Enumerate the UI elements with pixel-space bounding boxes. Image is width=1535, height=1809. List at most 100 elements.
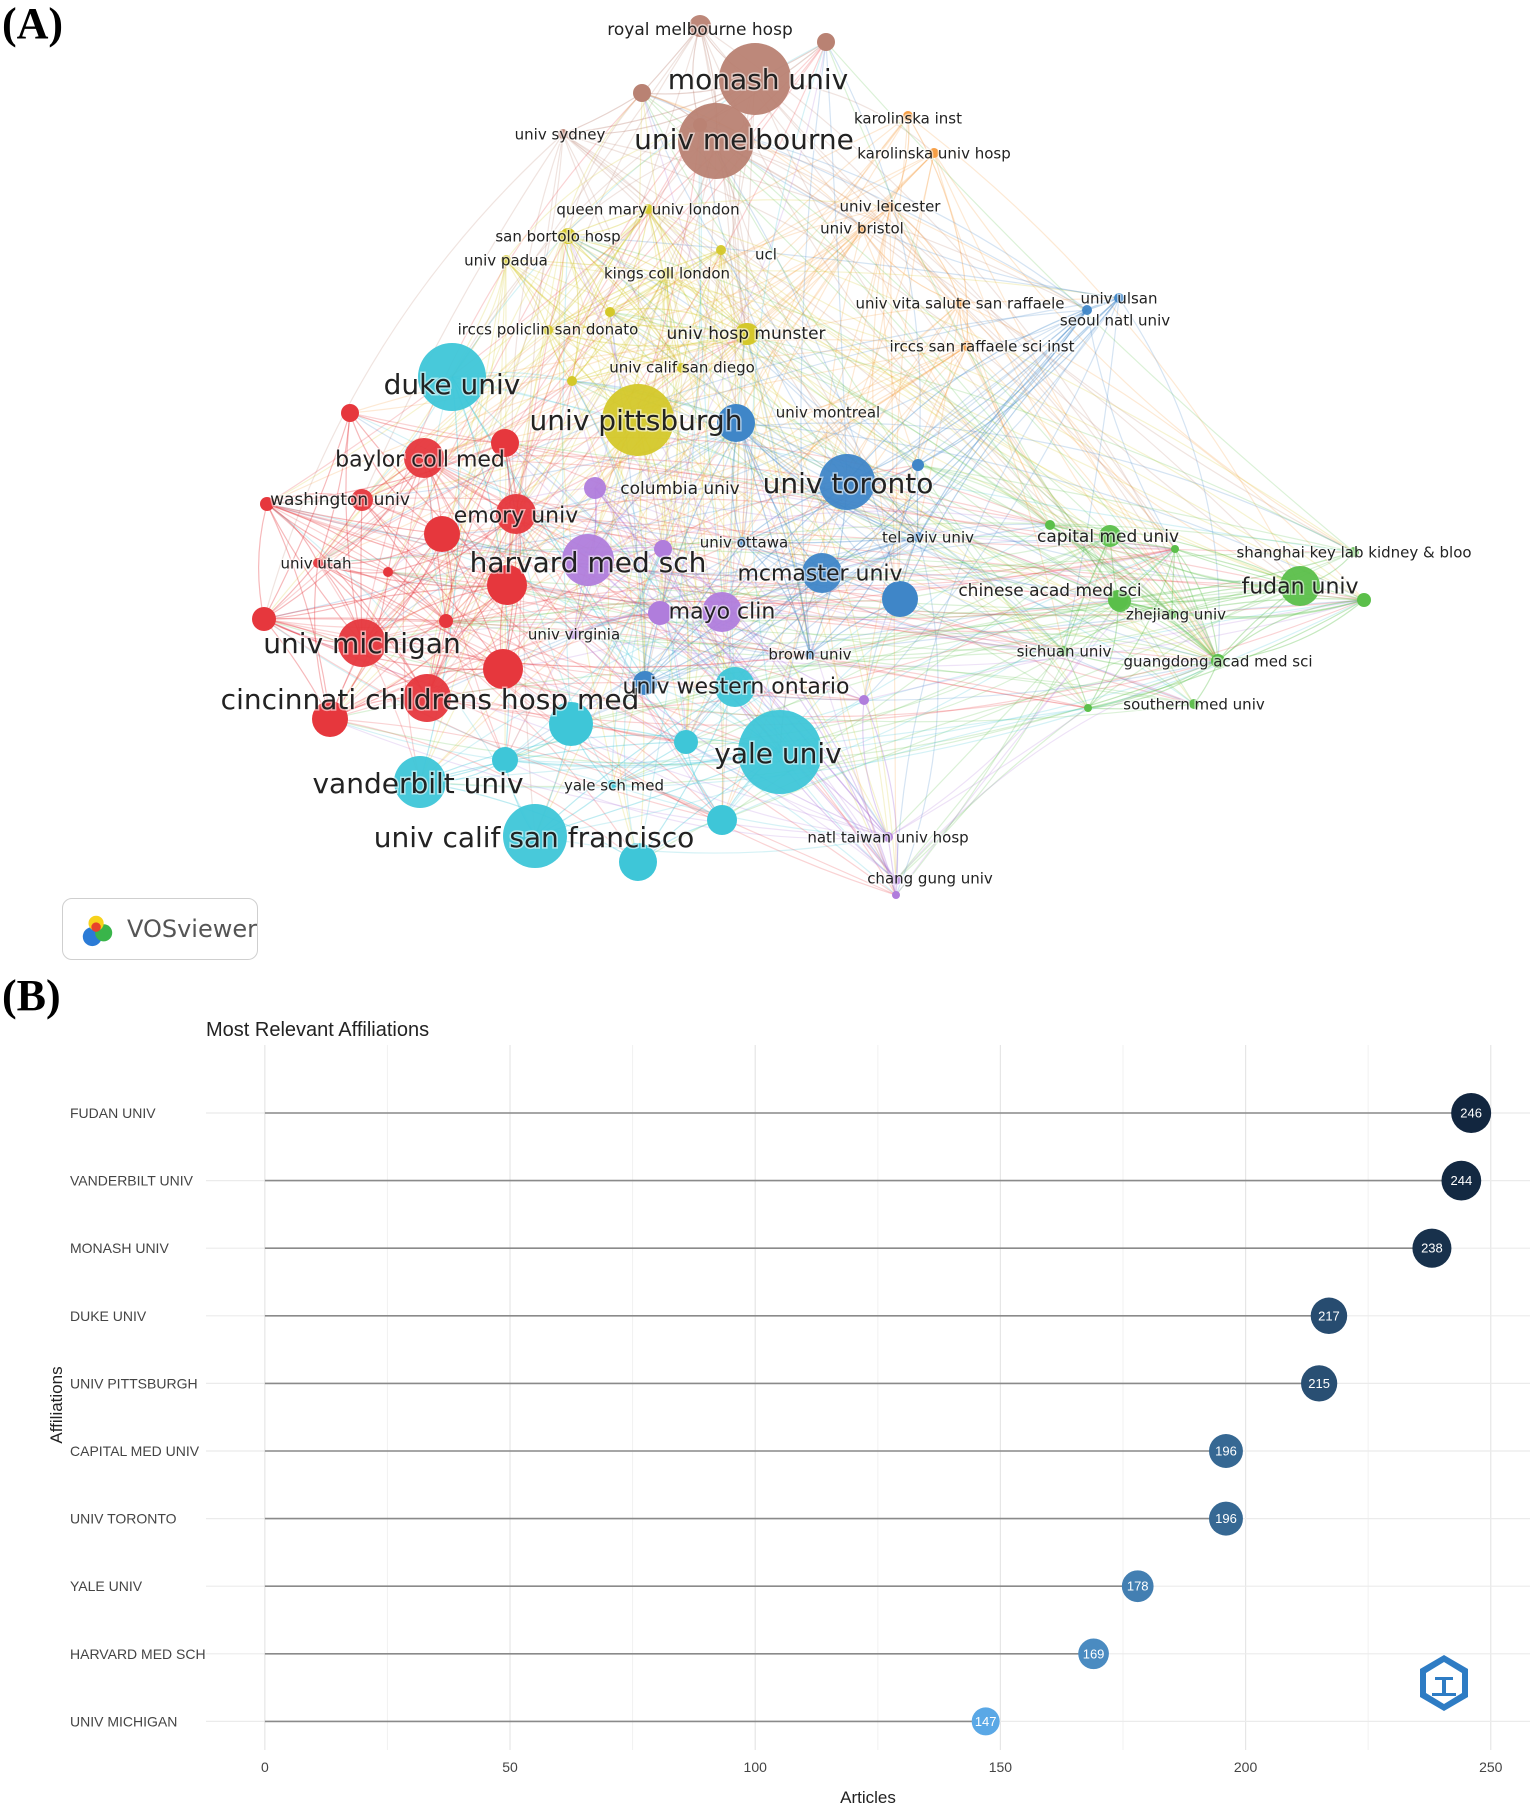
y-tick-label: MONASH UNIV	[70, 1240, 169, 1256]
network-label: queen mary univ london	[556, 200, 739, 218]
network-node-irccs-san-raffaele-sci-inst	[962, 341, 972, 351]
network-node-univ-hosp-munster	[737, 323, 759, 345]
network-nodes	[252, 15, 1371, 899]
network-node-univ-leicester	[885, 202, 895, 212]
x-tick-label: 150	[989, 1759, 1013, 1775]
network-node-univ-pittsburgh	[602, 384, 674, 456]
network-label: yale univ	[714, 737, 841, 770]
network-node-sichuan-univ	[1059, 646, 1069, 656]
network-node-univ-bristol	[857, 224, 867, 234]
network-node-vanderbilt-univ	[394, 756, 446, 808]
network-node-san-bortolo-hosp	[557, 231, 567, 241]
x-axis-label: Articles	[840, 1788, 896, 1807]
network-label: sichuan univ	[1017, 642, 1112, 660]
network-labels: royal melbourne hosp monash univ univ melb…	[219, 18, 1473, 888]
data-label: 217	[1318, 1308, 1340, 1323]
network-label: yale sch med	[564, 776, 664, 794]
network-node-univ-utah	[313, 558, 323, 568]
network-node	[487, 565, 527, 605]
data-label: 196	[1215, 1444, 1237, 1459]
network-label: univ toronto	[763, 467, 934, 500]
network-label: capital med univ	[1037, 527, 1179, 547]
y-axis-label: Affiliations	[47, 1366, 66, 1443]
network-node	[654, 540, 672, 558]
network-node-seoul-natl-univ	[1082, 305, 1092, 315]
lollipop-point	[1441, 1160, 1482, 1201]
y-tick-label: UNIV PITTSBURGH	[70, 1375, 198, 1391]
network-label: ucl	[755, 245, 777, 263]
x-axis-ticks: 0 50 100 150 200 250	[261, 1759, 1503, 1775]
network-node-natl-taiwan-univ-hosp	[883, 832, 893, 842]
network-label: univ ulsan	[1080, 289, 1157, 307]
data-label: 215	[1308, 1376, 1330, 1391]
network-label: univ utah	[281, 554, 352, 572]
network-node-karolinska-inst	[903, 111, 913, 121]
network-node-yale-univ	[738, 710, 822, 794]
x-tick-label: 100	[744, 1759, 768, 1775]
network-node	[1084, 704, 1092, 712]
network-node-univ-sydney	[558, 129, 568, 139]
network-label: harvard med sch	[470, 546, 707, 579]
y-tick-label: HARVARD MED SCH	[70, 1646, 206, 1662]
network-label: royal melbourne hosp	[607, 20, 792, 40]
data-label: 244	[1450, 1173, 1472, 1188]
lollipop-point	[1310, 1297, 1348, 1335]
network-label: irccs san raffaele sci inst	[889, 337, 1074, 355]
network-node	[491, 429, 519, 457]
network-node-univ-calif-san-francisco	[503, 804, 567, 868]
vosviewer-label: VOSviewer	[126, 915, 257, 943]
network-node-royal-melbourne-hosp	[689, 15, 711, 37]
network-node	[633, 84, 651, 102]
coauthorship-network: royal melbourne hosp monash univ univ melb…	[219, 15, 1473, 899]
x-tick-label: 0	[261, 1759, 269, 1775]
network-node-tel-aviv-univ	[913, 532, 923, 542]
network-node-guangdong-acad-med-sci	[1213, 656, 1223, 666]
network-label: baylor coll med	[335, 448, 505, 473]
network-label: duke univ	[384, 368, 521, 401]
network-label: san bortolo hosp	[495, 227, 620, 245]
lollipop-point	[971, 1707, 1000, 1736]
data-label: 147	[975, 1714, 997, 1729]
network-label: univ michigan	[263, 627, 460, 660]
chart-title: Most Relevant Affiliations	[206, 1019, 429, 1041]
network-node-univ-virginia	[569, 629, 579, 639]
network-label: tel aviv univ	[882, 528, 974, 546]
network-node	[549, 702, 593, 746]
y-tick-label: CAPITAL MED UNIV	[70, 1443, 200, 1459]
data-label: 246	[1460, 1106, 1482, 1121]
network-node-washington-univ	[351, 489, 373, 511]
network-node-brown-univ	[805, 649, 815, 659]
network-node-baylor-coll-med	[404, 438, 444, 478]
lollipop-point	[1209, 1501, 1243, 1536]
network-node	[674, 730, 698, 754]
panel-label-b: (B)	[2, 971, 61, 1020]
network-node	[717, 404, 755, 442]
y-tick-label: VANDERBILT UNIV	[70, 1173, 194, 1189]
network-node-columbia-univ	[584, 477, 606, 499]
network-node	[1045, 520, 1055, 530]
network-label: shanghai key lab kidney & bloo	[1236, 543, 1471, 561]
network-label: univ montreal	[776, 403, 880, 421]
network-label: univ leicester	[840, 197, 942, 215]
data-label: 169	[1083, 1646, 1105, 1661]
network-node-southern-med-univ	[1189, 699, 1199, 709]
x-tick-label: 50	[502, 1759, 518, 1775]
network-node-univ-toronto	[819, 454, 875, 510]
network-node	[312, 701, 348, 737]
network-label: vanderbilt univ	[312, 767, 523, 800]
network-node-shanghai-key-lab-kidney-bloo	[1349, 547, 1359, 557]
network-node	[424, 516, 460, 552]
network-node-ucl	[716, 245, 726, 255]
network-node	[648, 601, 672, 625]
network-label: mayo clin	[669, 600, 776, 625]
network-label: karolinska univ hosp	[857, 144, 1011, 162]
network-node	[252, 607, 276, 631]
lollipop-point	[1451, 1093, 1492, 1133]
network-node-capital-med-univ	[1099, 525, 1121, 547]
network-node-queen-mary-univ-london	[643, 204, 653, 214]
y-tick-label: YALE UNIV	[70, 1578, 143, 1594]
network-node-duke-univ	[418, 343, 486, 411]
network-node-harvard-med-sch	[562, 534, 614, 586]
network-label: univ ottawa	[700, 533, 788, 551]
network-label: guangdong acad med sci	[1123, 652, 1312, 670]
